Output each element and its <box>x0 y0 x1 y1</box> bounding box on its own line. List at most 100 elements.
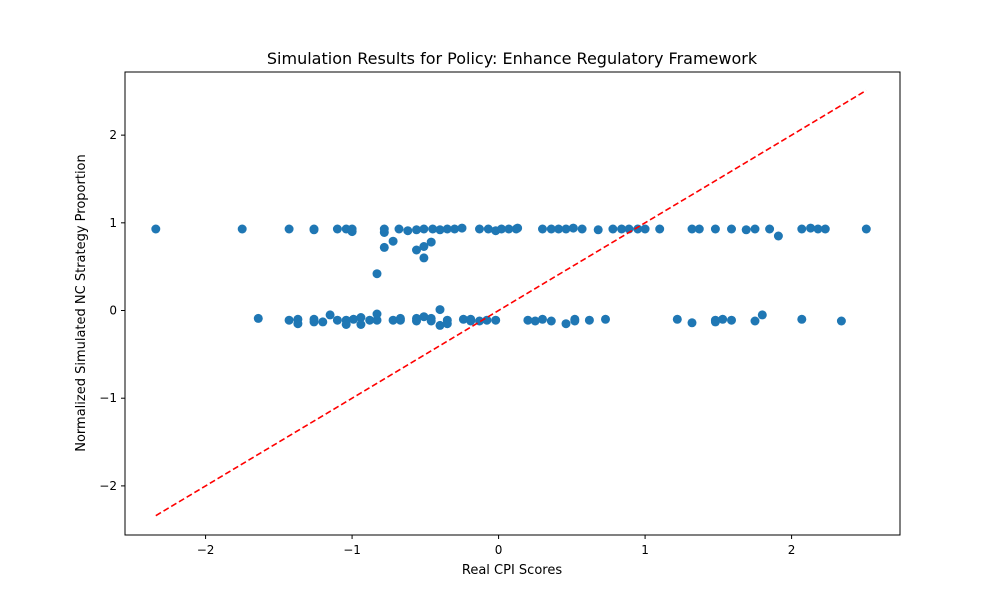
chart-title: Simulation Results for Policy: Enhance R… <box>267 49 758 68</box>
scatter-point <box>379 242 389 252</box>
scatter-point <box>672 314 682 324</box>
scatter-point <box>640 224 650 234</box>
scatter-point <box>491 315 501 325</box>
scatter-point <box>813 224 823 234</box>
scatter-point <box>372 309 382 319</box>
scatter-point <box>253 313 263 323</box>
scatter-point <box>655 224 665 234</box>
scatter-point <box>601 314 610 324</box>
scatter-point <box>561 224 571 234</box>
x-tick-label: 1 <box>641 543 649 557</box>
scatter-point <box>497 224 506 234</box>
scatter-point <box>475 224 484 234</box>
scatter-point <box>617 224 627 234</box>
scatter-point <box>426 316 436 326</box>
scatter-point <box>419 253 429 263</box>
scatter-point <box>741 225 751 235</box>
y-axis-label: Normalized Simulated NC Strategy Proport… <box>74 154 89 452</box>
scatter-point <box>765 224 775 234</box>
y-tick-label: −1 <box>99 391 117 405</box>
scatter-point <box>457 223 467 233</box>
scatter-point <box>483 224 493 234</box>
scatter-point <box>504 224 514 234</box>
scatter-point <box>356 320 366 329</box>
scatter-point <box>593 225 603 235</box>
scatter-point <box>435 225 445 235</box>
scatter-point <box>426 237 436 247</box>
scatter-point <box>757 310 767 320</box>
scatter-point <box>694 224 704 234</box>
scatter-point <box>442 319 452 329</box>
scatter-point <box>284 224 294 234</box>
scatter-point <box>318 317 328 327</box>
scatter-point <box>806 223 816 233</box>
y-axis-ticks: −2 −1 0 1 2 <box>99 128 125 493</box>
scatter-point <box>523 315 533 325</box>
plot-area <box>151 89 871 517</box>
scatter-point <box>435 305 445 315</box>
scatter-point <box>372 315 382 325</box>
scatter-point <box>309 317 319 327</box>
x-axis-ticks: −2 −1 0 1 2 <box>197 535 796 557</box>
x-axis-label: Real CPI Scores <box>462 563 562 578</box>
scatter-point <box>608 224 618 234</box>
scatter-point <box>570 316 580 326</box>
reference-line <box>155 89 867 517</box>
scatter-point <box>710 224 720 234</box>
scatter-point <box>750 316 760 326</box>
scatter-point <box>428 224 438 234</box>
scatter-point <box>546 316 556 326</box>
scatter-point <box>293 319 303 329</box>
scatter-point <box>419 312 429 322</box>
scatter-point <box>435 320 445 330</box>
scatter-point <box>546 224 556 234</box>
scatter-point <box>349 314 358 324</box>
scatter-point <box>412 245 421 255</box>
scatter-point <box>820 224 830 234</box>
scatter-point <box>309 224 319 234</box>
scatter-point <box>773 231 783 241</box>
scatter-point <box>727 315 736 325</box>
y-tick-label: −2 <box>99 479 117 493</box>
scatter-point <box>797 224 807 234</box>
x-tick-label: −1 <box>343 543 361 557</box>
scatter-point <box>538 224 547 234</box>
scatter-point <box>836 316 846 326</box>
scatter-point <box>568 223 578 233</box>
scatter-point <box>554 224 564 234</box>
y-tick-label: 2 <box>109 128 117 142</box>
scatter-point <box>466 314 476 324</box>
y-tick-label: 0 <box>109 304 117 318</box>
scatter-point <box>513 223 523 233</box>
scatter-point <box>797 314 807 324</box>
scatter-point <box>710 317 720 327</box>
scatter-point <box>341 320 351 329</box>
x-tick-label: 0 <box>495 543 503 557</box>
scatter-point <box>347 224 357 234</box>
scatter-point <box>538 314 547 324</box>
scatter-point <box>530 316 540 326</box>
scatter-point <box>727 224 736 234</box>
scatter-point <box>325 310 335 320</box>
scatter-point <box>388 315 398 325</box>
scatter-point <box>412 313 421 323</box>
scatter-point <box>365 315 375 325</box>
scatter-point <box>750 224 760 234</box>
scatter-point <box>419 224 429 234</box>
scatter-point <box>388 236 398 246</box>
scatter-point <box>450 224 460 234</box>
scatter-point <box>151 224 161 234</box>
scatter-point <box>577 224 587 234</box>
scatter-point <box>284 315 294 325</box>
scatter-point <box>412 225 421 235</box>
scatter-point <box>395 313 405 323</box>
scatter-point <box>442 224 452 234</box>
x-tick-label: 2 <box>788 543 796 557</box>
scatter-point <box>403 226 413 236</box>
scatter-point <box>394 224 404 234</box>
x-tick-label: −2 <box>197 543 215 557</box>
scatter-point <box>687 318 697 328</box>
scatter-point <box>861 224 871 234</box>
